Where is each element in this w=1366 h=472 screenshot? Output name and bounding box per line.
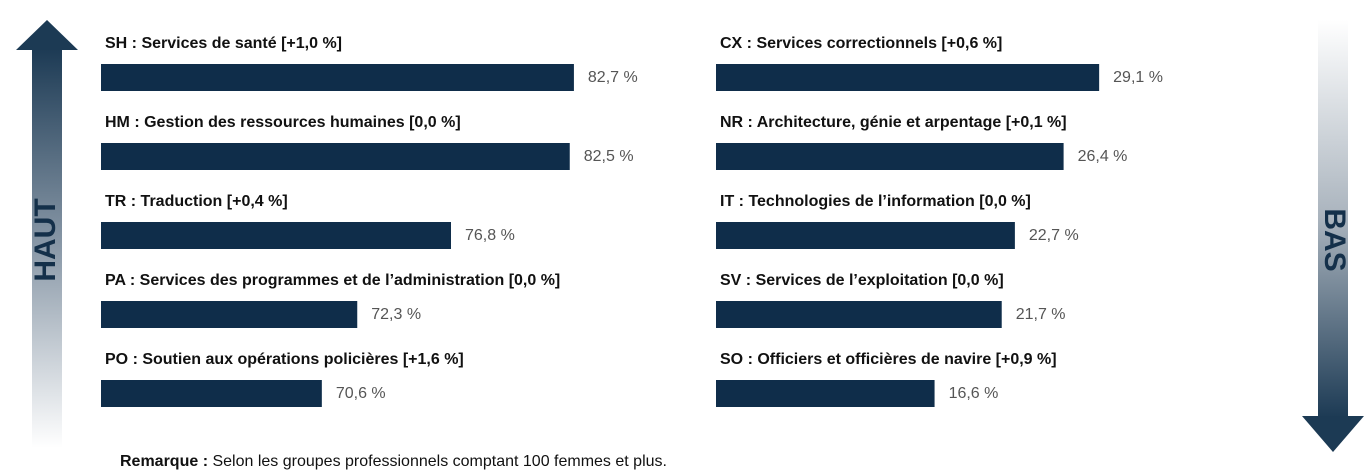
value-label: 22,7 % [1029, 227, 1079, 244]
value-label: 21,7 % [1016, 306, 1066, 323]
bar [716, 222, 1015, 249]
value-label: 72,3 % [371, 306, 421, 323]
category-label: HM : Gestion des ressources humaines [0,… [105, 114, 461, 131]
category-label: SH : Services de santé [+1,0 %] [105, 35, 342, 52]
bar [716, 380, 935, 407]
bar [716, 301, 1002, 328]
bar [101, 222, 451, 249]
value-label: 29,1 % [1113, 69, 1163, 86]
arrow-label: BAS [1318, 208, 1351, 271]
category-label: TR : Traduction [+0,4 %] [105, 193, 288, 210]
category-label: SV : Services de l’exploitation [0,0 %] [720, 272, 1004, 289]
bar [716, 64, 1100, 91]
value-label: 82,7 % [588, 69, 638, 86]
up-arrow: HAUT [16, 20, 78, 448]
bar [101, 301, 358, 328]
note-text: Selon les groupes professionnels comptan… [212, 453, 666, 470]
value-label: 26,4 % [1078, 148, 1128, 165]
bar [716, 143, 1064, 170]
bar [101, 380, 322, 407]
value-label: 70,6 % [336, 385, 386, 402]
category-label: IT : Technologies de l’information [0,0 … [720, 193, 1031, 210]
category-label: CX : Services correctionnels [+0,6 %] [720, 35, 1002, 52]
value-label: 82,5 % [584, 148, 634, 165]
note: Remarque : Selon les groupes professionn… [120, 453, 667, 470]
value-label: 16,6 % [949, 385, 999, 402]
category-label: NR : Architecture, génie et arpentage [+… [720, 114, 1067, 131]
category-label: PO : Soutien aux opérations policières [… [105, 351, 464, 368]
bar [101, 64, 574, 91]
arrow-label: HAUT [29, 198, 62, 281]
category-label: PA : Services des programmes et de l’adm… [105, 272, 560, 289]
down-arrow: BAS [1302, 20, 1364, 452]
category-label: SO : Officiers et officières de navire [… [720, 351, 1057, 368]
bar [101, 143, 570, 170]
note-label: Remarque : [120, 453, 208, 470]
value-label: 76,8 % [465, 227, 515, 244]
